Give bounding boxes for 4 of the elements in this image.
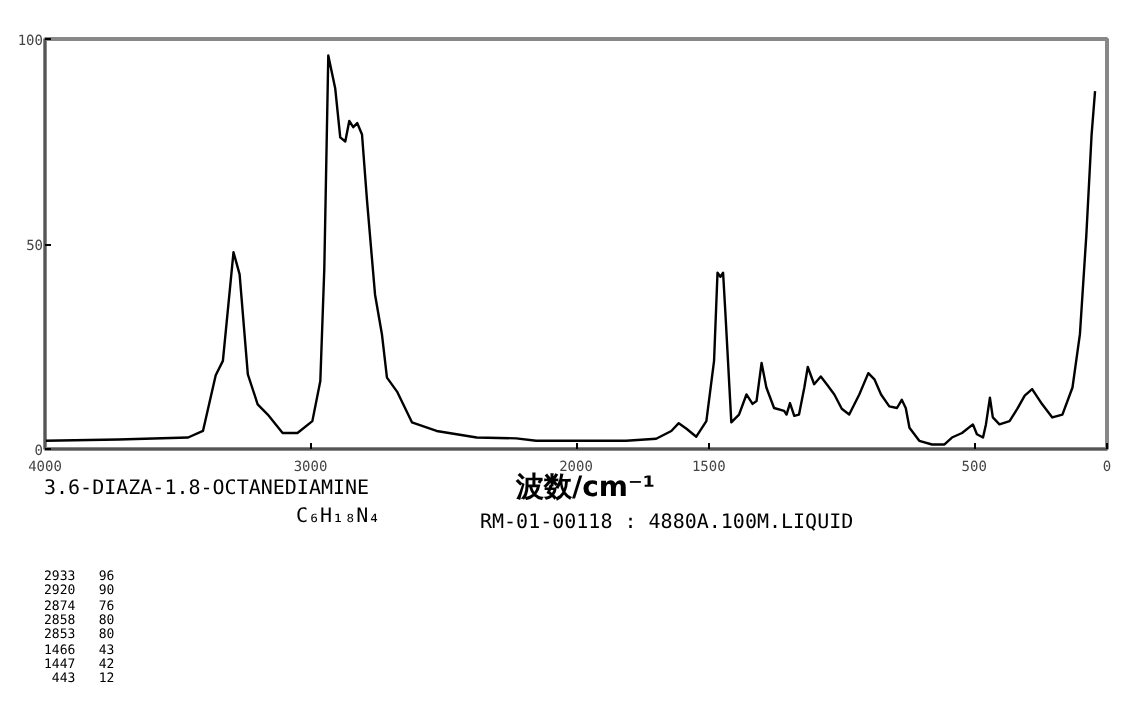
- text: RM-01-00118 : 4880A.100M.LIQUID: [480, 512, 854, 534]
- text: C₆H₁₈N₄: [296, 506, 381, 528]
- text: 3.6-DIAZA-1.8-OCTANEDIAMINE: [44, 478, 370, 500]
- x-axis-title: 波数/cm⁻¹: [516, 471, 656, 508]
